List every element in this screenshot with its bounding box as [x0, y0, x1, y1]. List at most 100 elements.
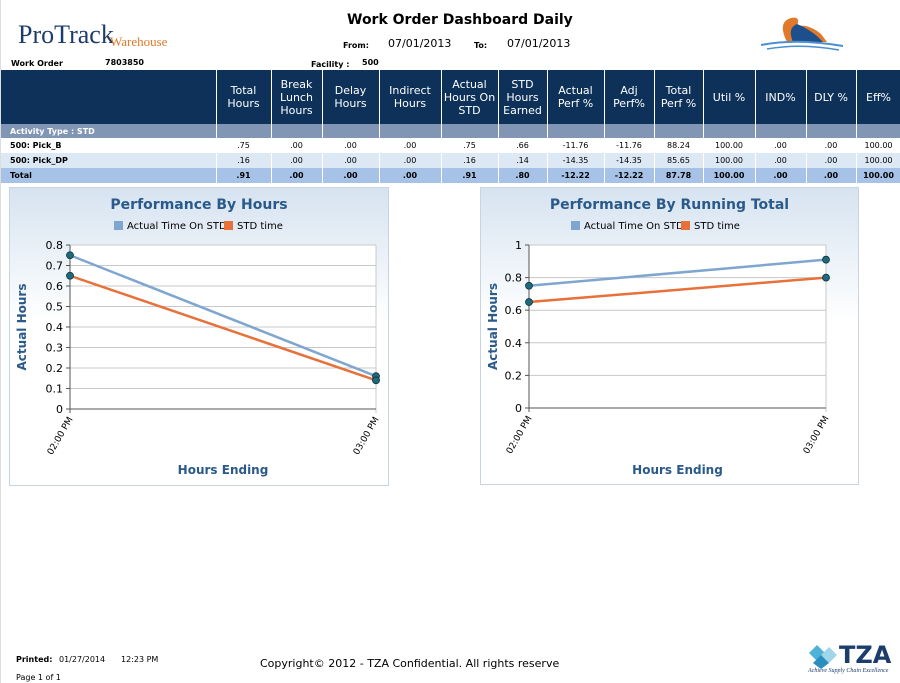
printed-label: Printed: [16, 655, 53, 664]
summary-table: Total Hours Break Lunch Hours Delay Hours I… [1, 70, 900, 183]
cell: 88.24 [654, 138, 704, 153]
cell: .00 [322, 153, 380, 168]
y-tick-label: 0.2 [505, 369, 523, 382]
data-point [66, 271, 74, 280]
cell: .14 [498, 153, 548, 168]
cell: 100.00 [856, 168, 900, 183]
cell: 100.00 [856, 138, 900, 153]
cell: .00 [755, 138, 807, 153]
header-cell: Delay Hours [322, 70, 380, 124]
cell: -14.35 [547, 153, 605, 168]
cell: .00 [322, 168, 380, 183]
group-cell [654, 124, 704, 138]
group-cell [806, 124, 857, 138]
legend-swatch [224, 221, 233, 230]
row-label: Total [1, 168, 217, 183]
header-cell: Total Perf % [654, 70, 704, 124]
series-line [69, 254, 377, 378]
data-point [822, 273, 830, 282]
cell: -14.35 [604, 153, 655, 168]
from-label: From: [343, 41, 369, 50]
legend-swatch [681, 221, 690, 230]
y-axis-label: Actual Hours [15, 284, 29, 371]
series-line [528, 258, 827, 287]
cell: .00 [322, 138, 380, 153]
cell: .00 [806, 168, 857, 183]
copyright: Copyright© 2012 - TZA Confidential. All … [260, 657, 560, 670]
cell: .91 [441, 168, 499, 183]
header-cell [1, 70, 217, 124]
to-date: 07/01/2013 [507, 37, 571, 50]
header-cell: Total Hours [216, 70, 272, 124]
page-number: Page 1 of 1 [16, 673, 61, 682]
group-cell [441, 124, 499, 138]
data-point [525, 298, 533, 306]
cell: -11.76 [547, 138, 605, 153]
work-order: 7803850 [105, 58, 144, 67]
cell: 100.00 [856, 153, 900, 168]
y-tick-label: 0.8 [505, 272, 523, 285]
header-cell: Util % [703, 70, 756, 124]
logo-sub: Warehouse [110, 34, 168, 49]
y-tick-label: 0.5 [46, 301, 64, 314]
group-cell [604, 124, 655, 138]
cell: .80 [498, 168, 548, 183]
printed-time: 12:23 PM [121, 655, 159, 664]
group-cell [271, 124, 323, 138]
data-point [372, 376, 380, 385]
cell: 100.00 [703, 138, 756, 153]
legend-label: STD time [237, 221, 283, 232]
report-title: Work Order Dashboard Daily [347, 12, 573, 28]
header-cell: IND% [755, 70, 807, 124]
header-cell: Eff% [856, 70, 900, 124]
y-tick-label: 0.6 [46, 280, 64, 293]
data-point [66, 251, 74, 260]
y-tick-label: 0.3 [46, 342, 64, 355]
cell: .75 [441, 138, 499, 153]
y-tick-label: 0.8 [46, 239, 64, 252]
legend-swatch [571, 221, 580, 230]
legend-label: STD time [694, 221, 740, 232]
cell: 100.00 [703, 168, 756, 183]
cell: .91 [216, 168, 272, 183]
y-axis-label: Actual Hours [486, 283, 500, 370]
data-point [525, 281, 533, 290]
group-cell [498, 124, 548, 138]
row-label: 500: Pick_B [1, 138, 217, 153]
logo: ProTrack [18, 20, 114, 49]
data-row: 500: Pick_DP .16.00.00.00.16.14 -14.35 -14.… [1, 153, 900, 168]
y-tick-label: 0.4 [505, 337, 523, 350]
header-cell: STD Hours Earned [498, 70, 548, 124]
cell: -12.22 [547, 168, 605, 183]
header-cell: Actual Perf % [547, 70, 605, 124]
legend-label: Actual Time On STD [584, 221, 684, 232]
cell: .00 [806, 153, 857, 168]
legend-label: Actual Time On STD [127, 221, 227, 232]
cell: .00 [271, 138, 323, 153]
to-label: To: [474, 41, 488, 50]
swan-logo [760, 17, 844, 51]
cell: 85.65 [654, 153, 704, 168]
chart-title: Performance By Hours [110, 197, 287, 213]
cell: .16 [216, 153, 272, 168]
y-tick-label: 0 [56, 403, 63, 416]
group-cell [379, 124, 442, 138]
y-tick-label: 1 [515, 239, 522, 252]
cell: .75 [216, 138, 272, 153]
row-label: 500: Pick_DP [1, 153, 217, 168]
facility: 500 [362, 58, 379, 67]
y-tick-label: 0 [515, 402, 522, 415]
printed-date: 01/27/2014 [59, 655, 106, 664]
y-tick-label: 0.1 [46, 383, 64, 396]
header-row: Total Hours Break Lunch Hours Delay Hours I… [1, 70, 900, 124]
series-line [528, 276, 827, 304]
group-label: Activity Type : STD [1, 124, 217, 138]
cell: .00 [379, 153, 442, 168]
cell: -12.22 [604, 168, 655, 183]
tagline: Achieve Supply Chain Excellence [808, 668, 889, 674]
cell: -11.76 [604, 138, 655, 153]
group-cell [322, 124, 380, 138]
group-cell [216, 124, 272, 138]
header-cell: Indirect Hours [379, 70, 442, 124]
